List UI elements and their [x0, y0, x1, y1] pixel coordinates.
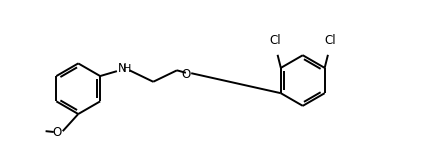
Text: H: H — [123, 64, 131, 74]
Text: O: O — [53, 126, 62, 139]
Text: Cl: Cl — [324, 35, 336, 47]
Text: O: O — [182, 68, 191, 81]
Text: N: N — [118, 62, 126, 75]
Text: Cl: Cl — [270, 35, 281, 47]
